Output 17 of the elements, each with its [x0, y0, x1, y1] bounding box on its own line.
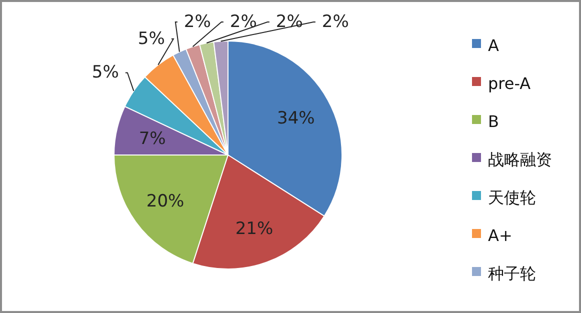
data-label: 2%	[322, 12, 349, 32]
data-label: 5%	[92, 62, 119, 83]
data-label: 2%	[184, 12, 211, 32]
legend-label: A+	[488, 226, 512, 245]
data-label: 7%	[138, 129, 166, 150]
data-label: 5%	[138, 28, 165, 49]
data-label: 20%	[146, 192, 184, 212]
data-label: 2%	[230, 12, 257, 32]
data-label: 21%	[235, 218, 274, 239]
legend-label: B	[488, 112, 499, 131]
data-label: 2%	[276, 12, 303, 32]
legend-label: 种子轮	[488, 264, 536, 283]
legend-label: A	[488, 36, 499, 55]
legend-label: pre-A	[488, 74, 531, 93]
data-label: 34%	[277, 108, 315, 129]
legend-label: 天使轮	[488, 188, 536, 207]
legend-label: 战略融资	[488, 150, 552, 169]
